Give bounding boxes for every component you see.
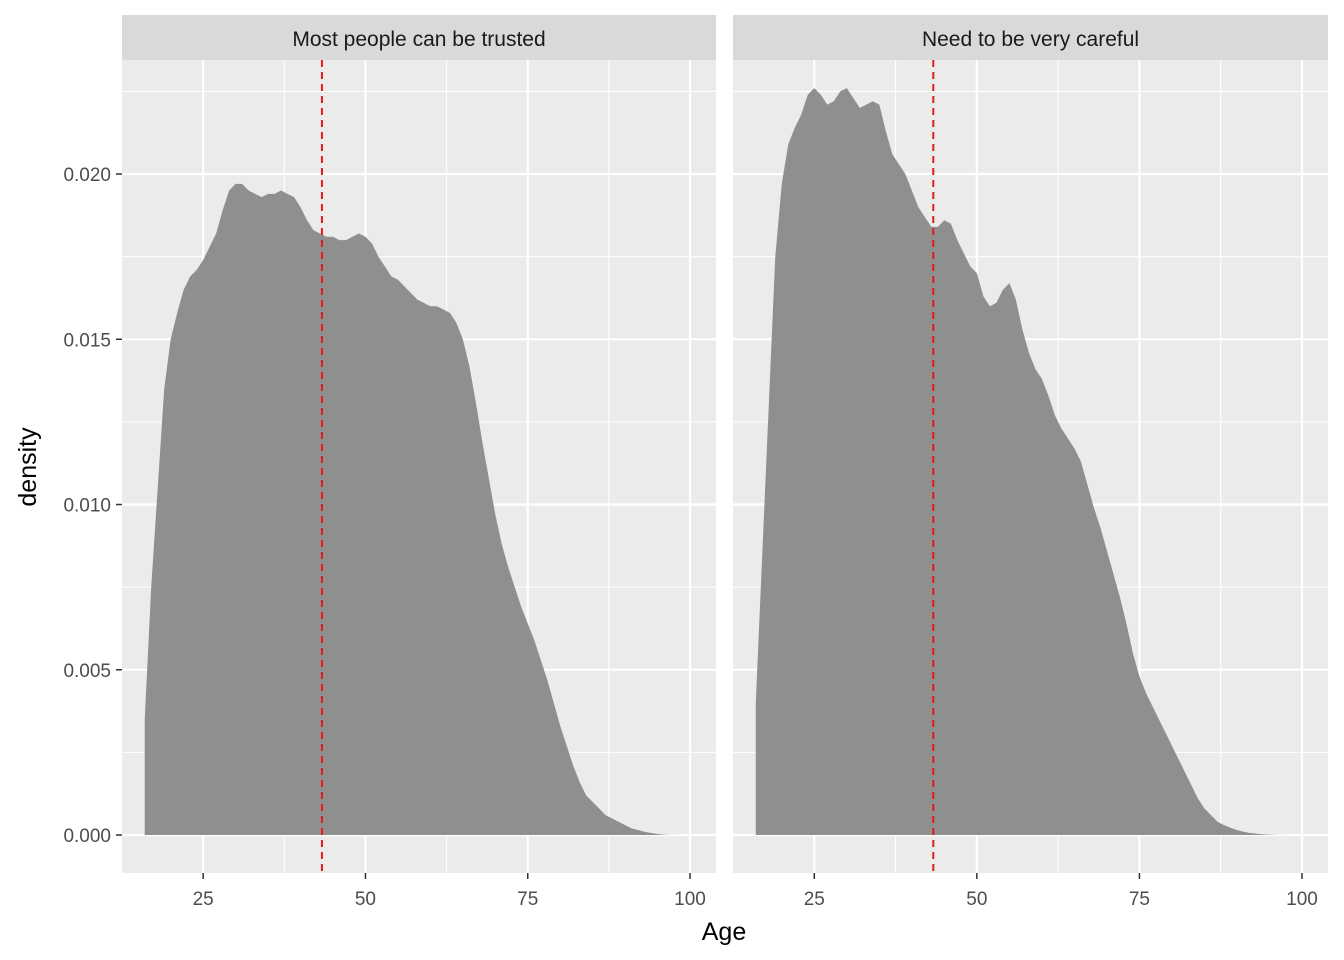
y-tick-label: 0.005 bbox=[63, 661, 111, 682]
y-axis: 0.000 0.005 0.010 0.015 0.020 bbox=[63, 165, 122, 847]
x-tick-label: 100 bbox=[1286, 889, 1318, 910]
density-area bbox=[755, 88, 1296, 835]
x-tick-label: 50 bbox=[966, 889, 987, 910]
y-tick-label: 0.000 bbox=[63, 826, 111, 847]
density-area bbox=[144, 183, 691, 835]
x-tick-label: 75 bbox=[517, 889, 538, 910]
x-tick-label: 25 bbox=[193, 889, 214, 910]
facet-strip-label: Need to be very careful bbox=[922, 28, 1139, 51]
y-tick-label: 0.010 bbox=[63, 496, 111, 517]
facet-strip-label: Most people can be trusted bbox=[292, 28, 545, 51]
x-tick-label: 75 bbox=[1129, 889, 1150, 910]
facet-strip bbox=[122, 15, 716, 60]
y-tick-label: 0.015 bbox=[63, 330, 111, 351]
facet-panel: Most people can be trusted 25 50 75 100 bbox=[122, 15, 716, 910]
y-tick-label: 0.020 bbox=[63, 165, 111, 186]
x-tick-label: 25 bbox=[804, 889, 825, 910]
x-tick-label: 100 bbox=[674, 889, 706, 910]
facet-strip bbox=[733, 15, 1328, 60]
x-tick-label: 50 bbox=[355, 889, 376, 910]
facet-panel: Need to be very careful 25 50 75 100 bbox=[733, 15, 1328, 910]
x-axis-title: Age bbox=[702, 918, 746, 946]
y-axis-title: density bbox=[14, 427, 42, 507]
